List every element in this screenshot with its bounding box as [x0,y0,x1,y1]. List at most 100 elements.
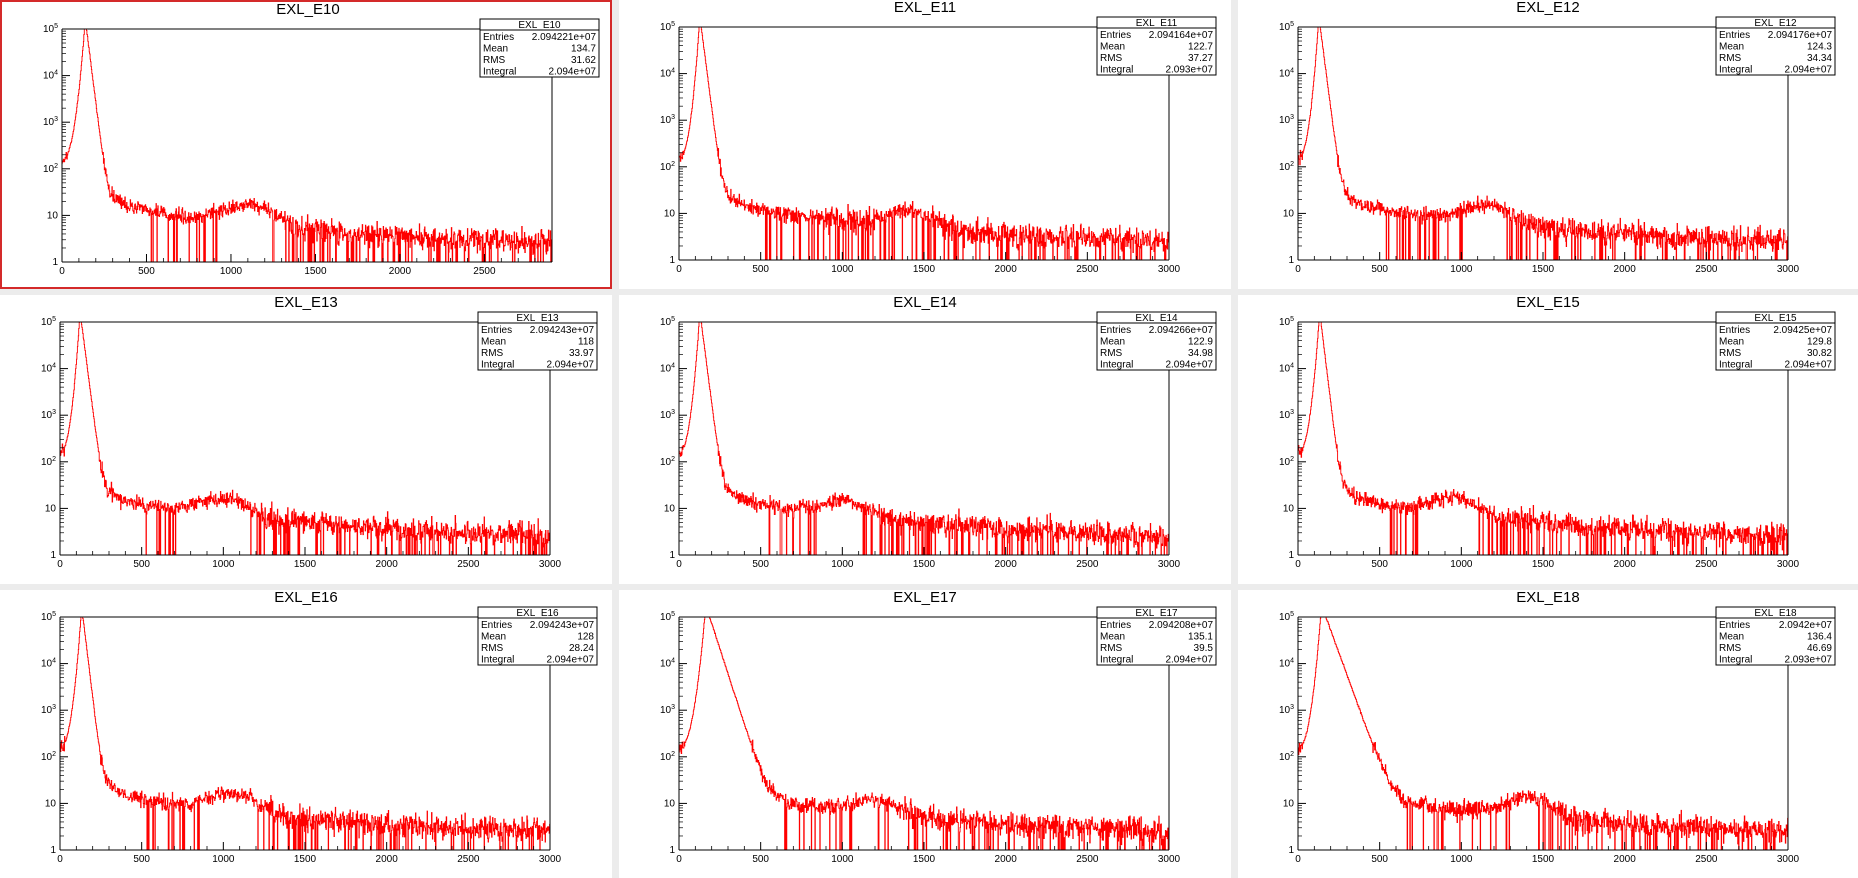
x-tick-label: 2500 [1695,559,1718,570]
stats-value-entries: 2.094208e+07 [1149,620,1214,631]
y-tick-label: 104 [1279,658,1294,670]
x-tick-label: 1000 [212,559,235,570]
x-tick-label: 3000 [1777,854,1800,865]
y-tick-label: 102 [1279,161,1294,173]
y-tick-label: 104 [41,363,56,375]
x-tick-label: 500 [1371,854,1388,865]
stats-label-mean: Mean [483,44,508,55]
stats-label-entries: Entries [1100,620,1131,631]
y-tick-label: 1 [50,845,56,856]
stats-label-mean: Mean [481,337,506,348]
x-tick-label: 1000 [212,854,235,865]
stats-box [1096,311,1217,371]
histogram-line [62,29,552,262]
y-tick-label: 104 [660,658,675,670]
pad-title: EXL_E11 [894,0,956,16]
stats-box [477,606,598,666]
stats-value-rms: 34.98 [1188,348,1213,359]
histogram-svg: EXL_E16 0 500 1000 1500 2000 2500 3000 1 10 102 103… [41,590,598,865]
stats-value-rms: 30.82 [1807,348,1832,359]
pad-title: EXL_E10 [276,2,339,18]
stats-label-mean: Mean [1100,337,1125,348]
pad-exl-e10[interactable]: EXL_E10 0 500 1000 1500 2000 2500 1 10 102 103 104 1… [0,0,612,289]
y-tick-label: 102 [660,161,675,173]
y-tick-label: 105 [41,316,56,328]
y-tick-label: 103 [660,114,675,126]
stats-label-rms: RMS [1719,53,1742,64]
histogram-line [679,322,1169,555]
stats-value-mean: 122.7 [1188,42,1213,53]
stats-name: EXL_E14 [1135,313,1178,324]
y-tick-label: 103 [41,409,56,421]
x-tick-label: 1500 [913,854,936,865]
histogram-svg: EXL_E11 0 500 1000 1500 2000 2500 3000 1 10 102 103… [660,0,1217,275]
stats-label-rms: RMS [483,55,506,66]
pad-exl-e12[interactable]: EXL_E12 0 500 1000 1500 2000 2500 3000 1 10 102 103… [1238,0,1858,289]
x-tick-label: 1500 [913,559,936,570]
y-tick-label: 1 [52,257,58,268]
stats-label-mean: Mean [1100,42,1125,53]
stats-label-integral: Integral [1100,655,1133,666]
x-tick-label: 2500 [1076,559,1099,570]
x-tick-label: 3000 [1158,264,1181,275]
y-tick-label: 102 [43,163,58,175]
pad-exl-e16[interactable]: EXL_E16 0 500 1000 1500 2000 2500 3000 1 10 102 103… [0,590,612,878]
y-tick-label: 102 [41,456,56,468]
stats-box [1715,16,1836,76]
y-tick-label: 10 [45,798,57,809]
stats-label-entries: Entries [483,32,514,43]
x-tick-label: 0 [1295,264,1301,275]
x-tick-label: 1500 [294,559,317,570]
stats-label-rms: RMS [481,643,504,654]
y-tick-label: 10 [664,798,676,809]
pad-title: EXL_E14 [893,295,956,311]
y-tick-label: 1 [1288,845,1294,856]
histogram-svg: EXL_E12 0 500 1000 1500 2000 2500 3000 1 10 102 103… [1279,0,1836,275]
stats-value-mean: 128 [577,632,594,643]
stats-value-entries: 2.09425e+07 [1773,325,1832,336]
x-tick-label: 3000 [1777,264,1800,275]
x-tick-label: 1500 [1532,854,1555,865]
y-tick-label: 10 [664,208,676,219]
stats-value-integral: 2.094e+07 [548,67,596,78]
stats-label-integral: Integral [1100,65,1133,76]
stats-value-rms: 31.62 [571,55,596,66]
stats-label-rms: RMS [1100,53,1123,64]
x-tick-label: 2500 [457,854,480,865]
histogram-line [1298,322,1788,555]
x-tick-label: 1000 [831,264,854,275]
pad-exl-e15[interactable]: EXL_E15 0 500 1000 1500 2000 2500 3000 1 10 102 103… [1238,295,1858,584]
stats-label-mean: Mean [1719,632,1744,643]
pad-exl-e11[interactable]: EXL_E11 0 500 1000 1500 2000 2500 3000 1 10 102 103… [619,0,1231,289]
y-tick-label: 1 [669,845,675,856]
stats-label-entries: Entries [481,620,512,631]
stats-value-integral: 2.094e+07 [546,655,594,666]
y-tick-label: 103 [1279,409,1294,421]
x-tick-label: 3000 [1158,559,1181,570]
x-tick-label: 2500 [1076,854,1099,865]
y-tick-label: 103 [41,704,56,716]
y-tick-label: 10 [1283,208,1295,219]
x-tick-label: 2500 [1695,854,1718,865]
pad-exl-e18[interactable]: EXL_E18 0 500 1000 1500 2000 2500 3000 1 10 102 103… [1238,590,1858,878]
histogram-svg: EXL_E18 0 500 1000 1500 2000 2500 3000 1 10 102 103… [1279,590,1836,865]
pad-title: EXL_E12 [1516,0,1579,16]
x-tick-label: 1000 [831,559,854,570]
x-tick-label: 1000 [1450,559,1473,570]
stats-label-entries: Entries [1100,30,1131,41]
pad-exl-e17[interactable]: EXL_E17 0 500 1000 1500 2000 2500 3000 1 10 102 103… [619,590,1231,878]
stats-label-entries: Entries [1100,325,1131,336]
stats-box [1715,606,1836,666]
x-tick-label: 2000 [1614,264,1637,275]
pad-title: EXL_E15 [1516,295,1579,311]
x-tick-label: 1000 [1450,854,1473,865]
y-tick-label: 104 [41,658,56,670]
stats-value-mean: 122.9 [1188,337,1213,348]
x-tick-label: 500 [138,266,155,277]
stats-label-integral: Integral [1719,65,1752,76]
pad-exl-e13[interactable]: EXL_E13 0 500 1000 1500 2000 2500 3000 1 10 102 103… [0,295,612,584]
stats-value-integral: 2.094e+07 [546,360,594,371]
y-tick-label: 10 [664,503,676,514]
pad-exl-e14[interactable]: EXL_E14 0 500 1000 1500 2000 2500 3000 1 10 102 103… [619,295,1231,584]
pad-title: EXL_E16 [274,590,337,606]
